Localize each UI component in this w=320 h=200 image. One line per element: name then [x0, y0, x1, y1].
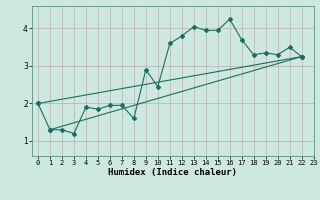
X-axis label: Humidex (Indice chaleur): Humidex (Indice chaleur)	[108, 168, 237, 177]
